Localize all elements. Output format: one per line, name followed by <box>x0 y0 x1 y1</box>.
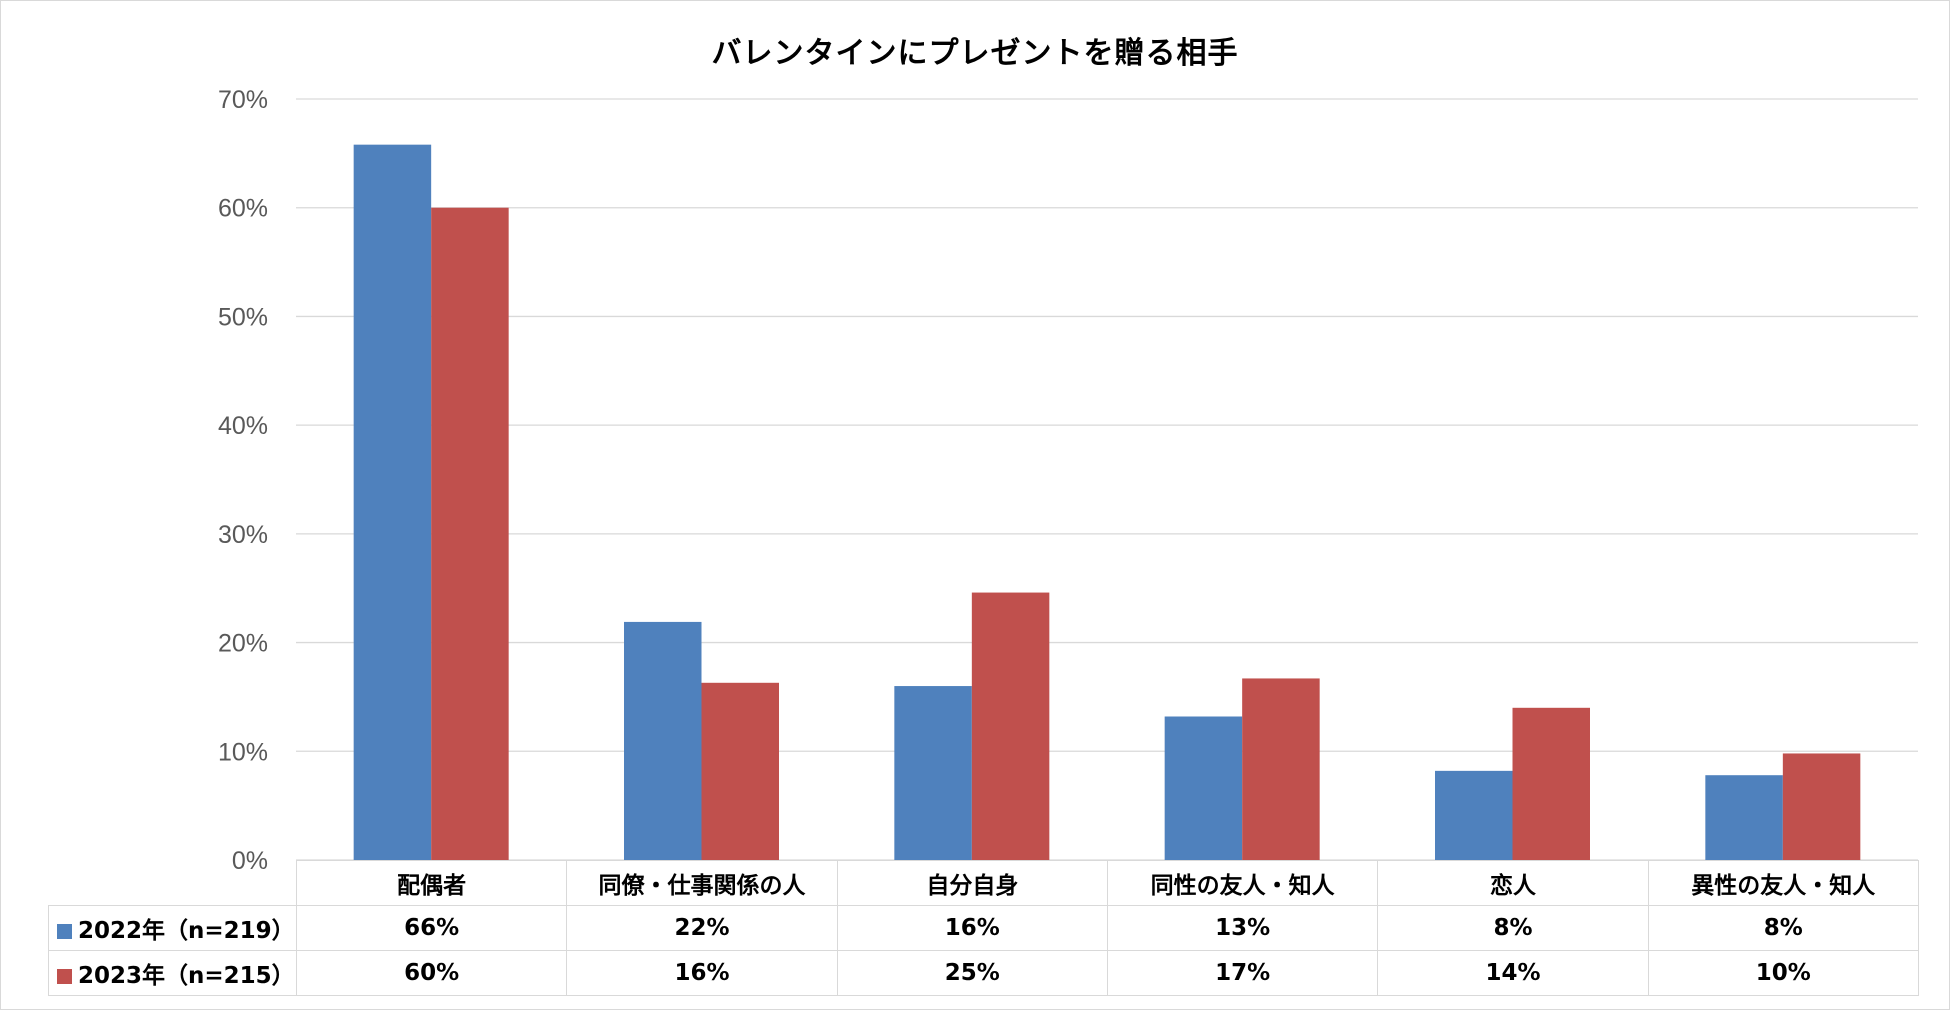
bar-2023-5 <box>1782 753 1861 860</box>
category-label: 同性の友人・知人 <box>1106 860 1379 906</box>
data-label: 17% <box>1106 950 1379 996</box>
category-label: 異性の友人・知人 <box>1647 860 1919 906</box>
data-label: 22% <box>566 905 838 951</box>
series-name: 2023年（n=215） <box>78 963 295 989</box>
y-tick-label: 50% <box>218 303 268 331</box>
bar-2023-3 <box>1242 678 1320 860</box>
data-label: 14% <box>1377 950 1649 996</box>
data-label: 25% <box>836 950 1108 996</box>
series-label-cell: 2023年（n=215） <box>48 950 297 996</box>
data-label: 16% <box>566 950 838 996</box>
bar-2023-1 <box>701 682 779 860</box>
bar-2022-4 <box>1435 770 1513 860</box>
bar-2023-2 <box>971 592 1050 860</box>
y-axis-ticks: 0%10%20%30%40%50%60%70% <box>218 86 268 875</box>
bar-2023-0 <box>431 207 509 860</box>
y-tick-label: 40% <box>218 412 268 440</box>
data-label: 8% <box>1377 905 1649 951</box>
category-label: 同僚・仕事関係の人 <box>566 860 838 906</box>
data-label: 60% <box>295 950 568 996</box>
y-tick-label: 30% <box>218 521 268 549</box>
data-label: 10% <box>1647 950 1919 996</box>
category-label: 配偶者 <box>295 860 568 906</box>
series-name: 2022年（n=219） <box>78 918 295 944</box>
y-tick-label: 70% <box>218 86 268 114</box>
data-label: 66% <box>295 905 568 951</box>
legend-key-2023 <box>57 969 72 984</box>
bar-2022-5 <box>1705 775 1783 860</box>
data-label: 8% <box>1647 905 1919 951</box>
category-label: 自分自身 <box>836 860 1108 906</box>
y-tick-label: 10% <box>218 738 268 766</box>
data-label: 16% <box>836 905 1108 951</box>
table-corner <box>48 860 297 906</box>
data-label: 13% <box>1106 905 1379 951</box>
y-tick-label: 60% <box>218 195 268 223</box>
bar-2022-0 <box>353 144 432 860</box>
bar-2022-1 <box>624 621 702 860</box>
legend-key-2022 <box>57 924 72 939</box>
bar-2022-2 <box>894 686 972 860</box>
bars <box>353 144 1861 860</box>
category-row: 配偶者 同僚・仕事関係の人 自分自身 同性の友人・知人 恋人 異性の友人・知人 <box>48 860 1919 906</box>
bar-2022-3 <box>1164 716 1243 860</box>
series-row-2023: 2023年（n=215） 60% 16% 25% 17% 14% 10% <box>48 950 1919 996</box>
gridlines <box>296 98 1918 861</box>
y-tick-label: 20% <box>218 630 268 658</box>
series-label-cell: 2022年（n=219） <box>48 905 297 951</box>
series-row-2022: 2022年（n=219） 66% 22% 16% 13% 8% 8% <box>48 905 1919 951</box>
data-table: 配偶者 同僚・仕事関係の人 自分自身 同性の友人・知人 恋人 異性の友人・知人 2022年… <box>48 860 1919 996</box>
bar-2023-4 <box>1512 707 1590 860</box>
chart-title: バレンタインにプレゼントを贈る相手 <box>711 36 1239 71</box>
category-label: 恋人 <box>1377 860 1649 906</box>
